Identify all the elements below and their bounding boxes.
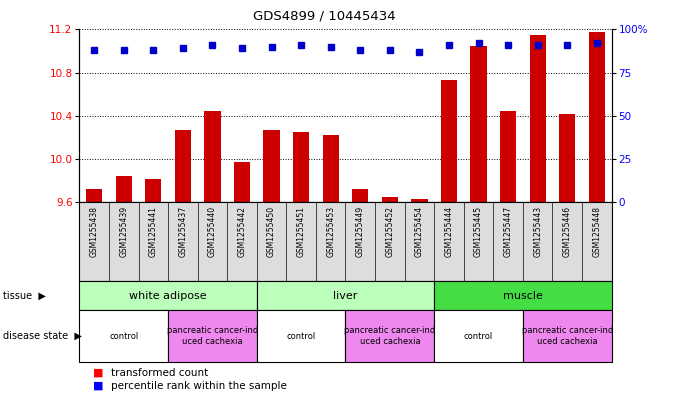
Text: pancreatic cancer-ind
uced cachexia: pancreatic cancer-ind uced cachexia xyxy=(167,326,258,346)
Text: ■: ■ xyxy=(93,381,104,391)
Text: GSM1255444: GSM1255444 xyxy=(444,206,453,257)
Bar xyxy=(205,110,220,202)
Text: white adipose: white adipose xyxy=(129,291,207,301)
Bar xyxy=(411,199,428,202)
Text: pancreatic cancer-ind
uced cachexia: pancreatic cancer-ind uced cachexia xyxy=(344,326,435,346)
Bar xyxy=(79,281,257,310)
Bar xyxy=(86,189,102,202)
Text: ■: ■ xyxy=(93,367,104,378)
Text: GSM1255452: GSM1255452 xyxy=(386,206,395,257)
Text: control: control xyxy=(109,332,138,340)
Text: GSM1255447: GSM1255447 xyxy=(504,206,513,257)
Text: liver: liver xyxy=(333,291,358,301)
Bar xyxy=(589,31,605,202)
Text: GSM1255439: GSM1255439 xyxy=(120,206,129,257)
Bar xyxy=(352,189,368,202)
Text: GSM1255437: GSM1255437 xyxy=(178,206,187,257)
Bar xyxy=(234,162,250,202)
Text: GSM1255443: GSM1255443 xyxy=(533,206,542,257)
Text: control: control xyxy=(287,332,316,340)
Bar xyxy=(293,132,310,202)
Text: tissue  ▶: tissue ▶ xyxy=(3,291,46,301)
Text: control: control xyxy=(464,332,493,340)
Text: GDS4899 / 10445434: GDS4899 / 10445434 xyxy=(254,10,396,23)
Bar xyxy=(257,310,346,362)
Text: GSM1255449: GSM1255449 xyxy=(356,206,365,257)
Text: percentile rank within the sample: percentile rank within the sample xyxy=(111,381,287,391)
Bar xyxy=(559,114,576,202)
Bar xyxy=(145,178,162,202)
Bar xyxy=(168,310,257,362)
Bar xyxy=(323,135,339,202)
Text: GSM1255453: GSM1255453 xyxy=(326,206,335,257)
Text: GSM1255451: GSM1255451 xyxy=(296,206,305,257)
Text: disease state  ▶: disease state ▶ xyxy=(3,331,82,341)
Bar xyxy=(471,46,486,202)
Text: transformed count: transformed count xyxy=(111,367,208,378)
Bar xyxy=(79,310,168,362)
Text: GSM1255448: GSM1255448 xyxy=(592,206,601,257)
Bar xyxy=(441,80,457,202)
Bar xyxy=(346,310,434,362)
Text: GSM1255454: GSM1255454 xyxy=(415,206,424,257)
Text: GSM1255441: GSM1255441 xyxy=(149,206,158,257)
Text: GSM1255442: GSM1255442 xyxy=(238,206,247,257)
Bar xyxy=(175,130,191,202)
Text: GSM1255438: GSM1255438 xyxy=(90,206,99,257)
Text: GSM1255450: GSM1255450 xyxy=(267,206,276,257)
Text: muscle: muscle xyxy=(503,291,543,301)
Bar xyxy=(523,310,612,362)
Bar xyxy=(115,176,132,202)
Bar xyxy=(263,130,280,202)
Bar xyxy=(434,310,523,362)
Text: GSM1255446: GSM1255446 xyxy=(562,206,571,257)
Bar xyxy=(434,281,612,310)
Bar xyxy=(500,110,516,202)
Bar xyxy=(381,197,398,202)
Text: pancreatic cancer-ind
uced cachexia: pancreatic cancer-ind uced cachexia xyxy=(522,326,613,346)
Bar xyxy=(529,35,546,202)
Bar xyxy=(257,281,434,310)
Text: GSM1255440: GSM1255440 xyxy=(208,206,217,257)
Text: GSM1255445: GSM1255445 xyxy=(474,206,483,257)
